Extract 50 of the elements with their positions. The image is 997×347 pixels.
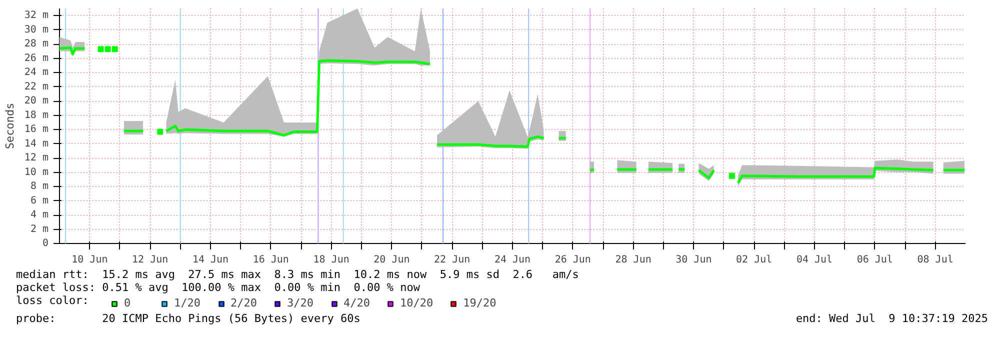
y-tick-label: 30 m: [24, 24, 49, 36]
y-tick-label: 14 m: [24, 138, 49, 150]
y-tick-label: 22 m: [24, 81, 49, 92]
y-tick-label: 32 m: [24, 10, 49, 22]
text: probe: 20 ICMP Echo Pings (56 Bytes) every 60s: [16, 312, 360, 325]
y-tick-label: 20 m: [24, 96, 49, 107]
x-tick-label: 24 Jun: [494, 254, 531, 266]
x-tick-label: 02 Jul: [736, 254, 772, 266]
point: [157, 128, 164, 135]
y-tick-label: 18 m: [24, 110, 49, 121]
y-tick-label: 28 m: [24, 38, 49, 50]
y-tick-label: 2 m: [30, 224, 48, 235]
x-tick-label: 04 Jul: [796, 254, 833, 266]
x-tick-label: 30 Jun: [676, 254, 712, 266]
x-tick-label: 22 Jun: [434, 254, 470, 266]
legend-label: 3/20: [287, 296, 314, 310]
point: [98, 46, 104, 52]
y-axis-title: Seconds: [3, 102, 16, 150]
x-tick-label: 20 Jun: [374, 254, 410, 266]
legend-label: 10/20: [400, 296, 434, 310]
y-tick-label: 12 m: [24, 152, 49, 164]
text: median rtt: 15.2 ms avg 27.5 ms max 8.3 ms min 10.2 ms now 5.9 ms sd 2.6 am/s: [16, 268, 579, 281]
x-tick-label: 08 Jul: [917, 254, 954, 266]
legend-title: loss color:: [16, 294, 89, 307]
point: [104, 46, 111, 52]
legend-label: 2/20: [230, 296, 257, 310]
y-tick-label: 16 m: [24, 124, 49, 136]
x-tick-label: 06 Jul: [856, 254, 893, 266]
legend-label: 0: [124, 296, 132, 310]
y-tick-label: 24 m: [24, 67, 49, 78]
x-tick-label: 28 Jun: [615, 254, 652, 266]
y-tick-label: 8 m: [30, 181, 48, 192]
x-tick-label: 10 Jun: [72, 254, 108, 266]
y-tick-label: 10 m: [24, 166, 49, 178]
x-tick-label: 18 Jun: [313, 254, 350, 266]
y-tick-label: 6 m: [30, 195, 48, 206]
x-tick-label: 26 Jun: [554, 254, 591, 266]
x-tick-label: 14 Jun: [192, 254, 229, 266]
y-tick-label: 26 m: [24, 52, 49, 64]
point: [112, 46, 118, 52]
text: end: Wed Jul 9 10:37:19 2025: [796, 312, 988, 325]
legend-label: 1/20: [174, 296, 200, 310]
text: packet loss: 0.51 % avg 100.00 % max 0.00 % min 0.00 % now: [16, 281, 420, 294]
x-tick-label: 12 Jun: [132, 254, 168, 266]
y-tick-label: 4 m: [30, 210, 48, 221]
x-tick-label: 16 Jun: [252, 254, 289, 266]
y-tick-label: 0: [42, 238, 49, 249]
legend-label: 4/20: [344, 296, 370, 310]
legend-label: 19/20: [463, 296, 496, 310]
point: [728, 172, 735, 179]
